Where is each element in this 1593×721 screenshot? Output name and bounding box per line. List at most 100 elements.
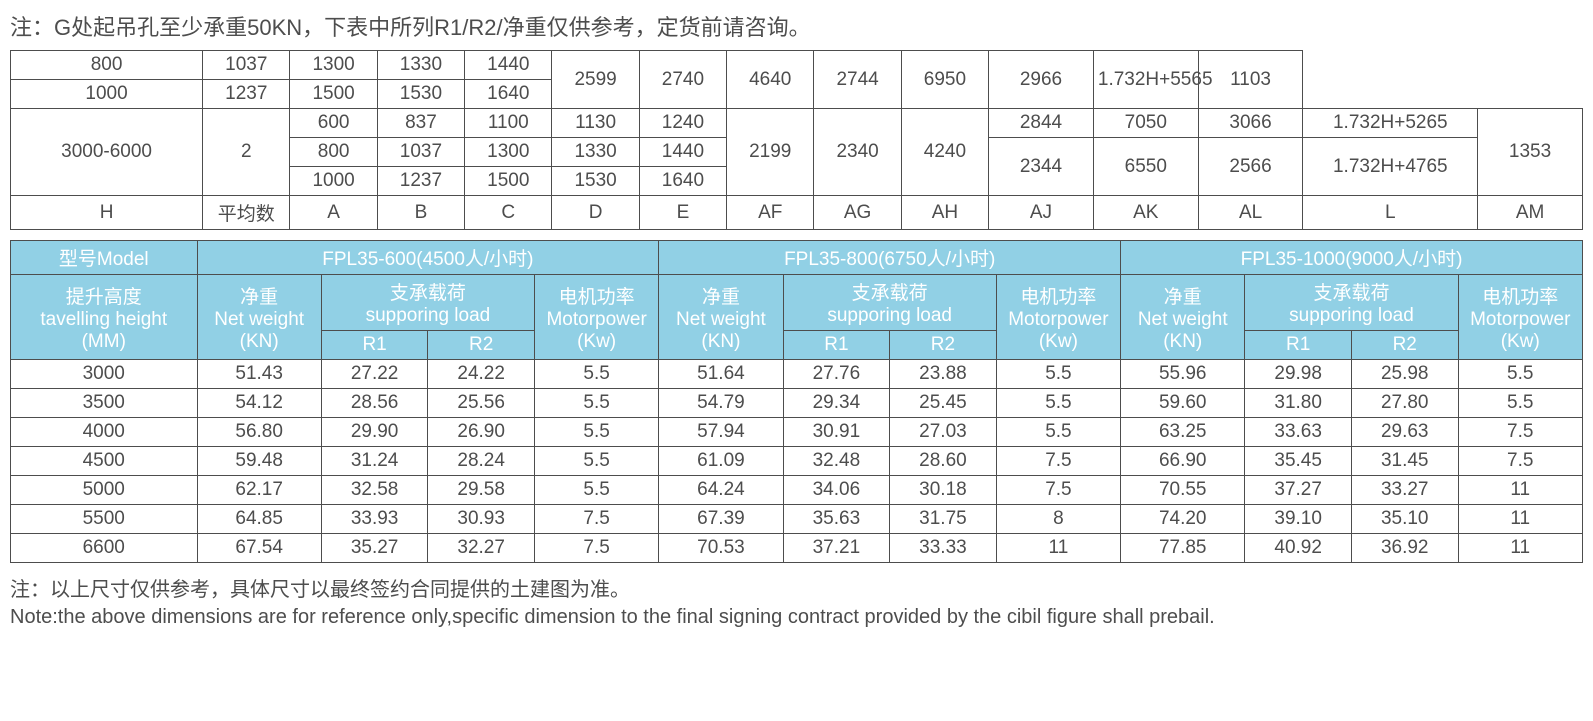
t2-cell: 28.24: [428, 447, 535, 476]
t2-cell: 56.80: [197, 418, 321, 447]
t2-model-label: 型号Model: [11, 241, 198, 275]
t1-header: C: [465, 196, 552, 230]
t1-cell: 1240: [639, 109, 726, 138]
t2-cell: 33.27: [1351, 476, 1458, 505]
t2-cell: 66.90: [1121, 447, 1245, 476]
t2-cell: 8: [996, 505, 1120, 534]
t2-cell: 4500: [11, 447, 198, 476]
t2-cell: 77.85: [1121, 534, 1245, 563]
t2-cell: 59.48: [197, 447, 321, 476]
t2-model: FPL35-800(6750人/小时): [659, 241, 1121, 275]
t2-cell: 5.5: [996, 418, 1120, 447]
t2-cell: 33.63: [1245, 418, 1352, 447]
t2-cell: 30.18: [890, 476, 997, 505]
t1-cell: 1353: [1478, 109, 1583, 196]
t2-cell: 30.93: [428, 505, 535, 534]
t2-cell: 7.5: [534, 505, 658, 534]
t1-cell: 600: [290, 109, 377, 138]
t2-cell: 32.48: [783, 447, 890, 476]
t2-netweight-label: 净重Net weight(KN): [1121, 275, 1245, 360]
t1-cell: 1530: [377, 80, 464, 109]
t2-r2-label: R2: [428, 331, 535, 360]
t2-cell: 51.64: [659, 360, 783, 389]
t2-cell: 7.5: [996, 476, 1120, 505]
t2-cell: 3500: [11, 389, 198, 418]
t2-cell: 11: [1458, 534, 1582, 563]
t2-cell: 70.55: [1121, 476, 1245, 505]
t2-cell: 29.63: [1351, 418, 1458, 447]
t2-cell: 5.5: [1458, 360, 1582, 389]
t2-cell: 26.90: [428, 418, 535, 447]
bottom-note-cn: 注：以上尺寸仅供参考，具体尺寸以最终签约合同提供的土建图为准。: [10, 573, 1583, 602]
t1-header: H: [11, 196, 203, 230]
t2-cell: 37.27: [1245, 476, 1352, 505]
t1-cell: 1000: [11, 80, 203, 109]
t2-motor-label: 电机功率Motorpower(Kw): [534, 275, 658, 360]
t2-cell: 27.22: [321, 360, 428, 389]
t1-cell: 6550: [1093, 138, 1198, 196]
t2-cell: 29.34: [783, 389, 890, 418]
t2-cell: 27.76: [783, 360, 890, 389]
t1-cell: 1440: [639, 138, 726, 167]
t1-header: AM: [1478, 196, 1583, 230]
t2-cell: 5.5: [534, 476, 658, 505]
t1-cell: 1237: [377, 167, 464, 196]
t1-header: B: [377, 196, 464, 230]
t1-cell: 4240: [901, 109, 988, 196]
t2-cell: 74.20: [1121, 505, 1245, 534]
t2-cell: 28.60: [890, 447, 997, 476]
t1-cell: 3066: [1198, 109, 1303, 138]
t2-cell: 35.63: [783, 505, 890, 534]
t2-cell: 28.56: [321, 389, 428, 418]
t2-cell: 25.56: [428, 389, 535, 418]
t2-cell: 59.60: [1121, 389, 1245, 418]
t2-cell: 27.80: [1351, 389, 1458, 418]
t1-cell: 1300: [290, 51, 377, 80]
t2-cell: 25.45: [890, 389, 997, 418]
t2-cell: 7.5: [1458, 447, 1582, 476]
t2-cell: 5000: [11, 476, 198, 505]
model-spec-table: 型号ModelFPL35-600(4500人/小时)FPL35-800(6750…: [10, 240, 1583, 563]
t2-cell: 4000: [11, 418, 198, 447]
t1-cell: 1300: [465, 138, 552, 167]
t2-cell: 55.96: [1121, 360, 1245, 389]
t1-cell: 1500: [465, 167, 552, 196]
t2-cell: 5.5: [534, 447, 658, 476]
t1-cell: 1130: [552, 109, 639, 138]
t1-cell: 1000: [290, 167, 377, 196]
t2-cell: 31.80: [1245, 389, 1352, 418]
t1-cell: 2599: [552, 51, 639, 109]
t2-cell: 70.53: [659, 534, 783, 563]
t1-cell: 1440: [465, 51, 552, 80]
t1-cell: 6950: [901, 51, 988, 109]
t2-cell: 5.5: [996, 389, 1120, 418]
t1-cell: 2744: [814, 51, 901, 109]
t1-cell: 2340: [814, 109, 901, 196]
t1-cell: 1640: [639, 167, 726, 196]
t1-cell: 1037: [377, 138, 464, 167]
t1-cell: 2966: [989, 51, 1094, 109]
t2-cell: 7.5: [1458, 418, 1582, 447]
t2-cell: 30.91: [783, 418, 890, 447]
t1-cell: 1.732H+4765: [1303, 138, 1478, 196]
t1-cell: 1530: [552, 167, 639, 196]
t2-cell: 35.27: [321, 534, 428, 563]
t2-netweight-label: 净重Net weight(KN): [659, 275, 783, 360]
t2-cell: 5.5: [534, 389, 658, 418]
t1-cell: 1.732H+5265: [1303, 109, 1478, 138]
t2-r1-label: R1: [783, 331, 890, 360]
t2-cell: 33.93: [321, 505, 428, 534]
t1-cell: 1103: [1198, 51, 1303, 109]
t1-cell: 1330: [552, 138, 639, 167]
t2-cell: 5.5: [534, 418, 658, 447]
bottom-note-en: Note:the above dimensions are for refere…: [10, 606, 1583, 629]
t1-avg: 2: [203, 109, 290, 196]
t1-cell: 1330: [377, 51, 464, 80]
t2-cell: 31.75: [890, 505, 997, 534]
t1-cell: 1.732H+5565: [1093, 51, 1198, 109]
t2-cell: 32.27: [428, 534, 535, 563]
t2-cell: 57.94: [659, 418, 783, 447]
t2-cell: 7.5: [534, 534, 658, 563]
t2-cell: 54.12: [197, 389, 321, 418]
t2-motor-label: 电机功率Motorpower(Kw): [1458, 275, 1582, 360]
